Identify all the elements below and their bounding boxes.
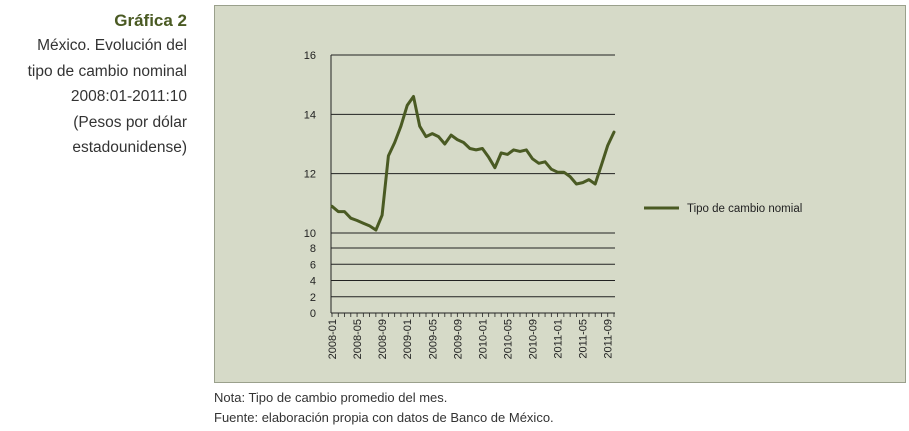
line-chart: 0 2 4 6 8 10 12 14 16 2008-01 2008-05 2008-09 2009-0… — [304, 50, 803, 359]
x-tick-label: 2009-05 — [427, 319, 439, 359]
caption-line: estadounidense) — [72, 139, 187, 156]
source-text: Fuente: elaboración propia con datos de … — [214, 410, 554, 425]
caption-line: 2008:01-2011:10 — [70, 88, 187, 105]
x-tick-label: 2010-09 — [528, 319, 540, 359]
caption-line: (Pesos por dólar — [73, 113, 187, 131]
y-tick-label: 16 — [304, 50, 316, 62]
y-tick-label: 10 — [304, 228, 316, 240]
figure-caption: Gráfica 2 México. Evolución del tipo de … — [0, 10, 187, 161]
caption-line: tipo de cambio nominal — [27, 62, 187, 80]
figure-notes: Nota: Tipo de cambio promedio del mes. F… — [214, 388, 554, 428]
figure-title: Gráfica 2 — [114, 11, 187, 30]
y-tick-label: 12 — [304, 169, 316, 181]
x-tick-label: 2009-09 — [452, 319, 464, 359]
y-tick-label: 0 — [310, 308, 316, 320]
x-tick-label: 2011-05 — [578, 319, 590, 359]
x-tick-label: 2008-01 — [327, 319, 339, 359]
x-tick-label: 2008-05 — [352, 319, 364, 359]
x-tick-label: 2008-09 — [377, 319, 389, 359]
caption-line: México. Evolución del — [37, 37, 187, 54]
series-line-tipo-de-cambio — [330, 95, 616, 232]
note-text: Nota: Tipo de cambio promedio del mes. — [214, 390, 448, 405]
y-tick-label: 14 — [304, 109, 316, 121]
x-tick-label: 2009-01 — [402, 319, 414, 359]
chart-panel: 0 2 4 6 8 10 12 14 16 2008-01 2008-05 2008-09 2009-0… — [214, 5, 906, 383]
x-tick-label: 2010-01 — [477, 319, 489, 359]
y-tick-label: 6 — [310, 259, 316, 271]
x-tick-label: 2011-01 — [553, 319, 565, 359]
x-tick-label: 2011-09 — [603, 319, 615, 359]
y-tick-label: 2 — [310, 292, 316, 304]
y-tick-label: 4 — [310, 276, 316, 288]
legend-label: Tipo de cambio nomial — [687, 203, 802, 215]
x-tick-label: 2010-05 — [502, 319, 514, 359]
y-tick-label: 8 — [310, 243, 316, 255]
